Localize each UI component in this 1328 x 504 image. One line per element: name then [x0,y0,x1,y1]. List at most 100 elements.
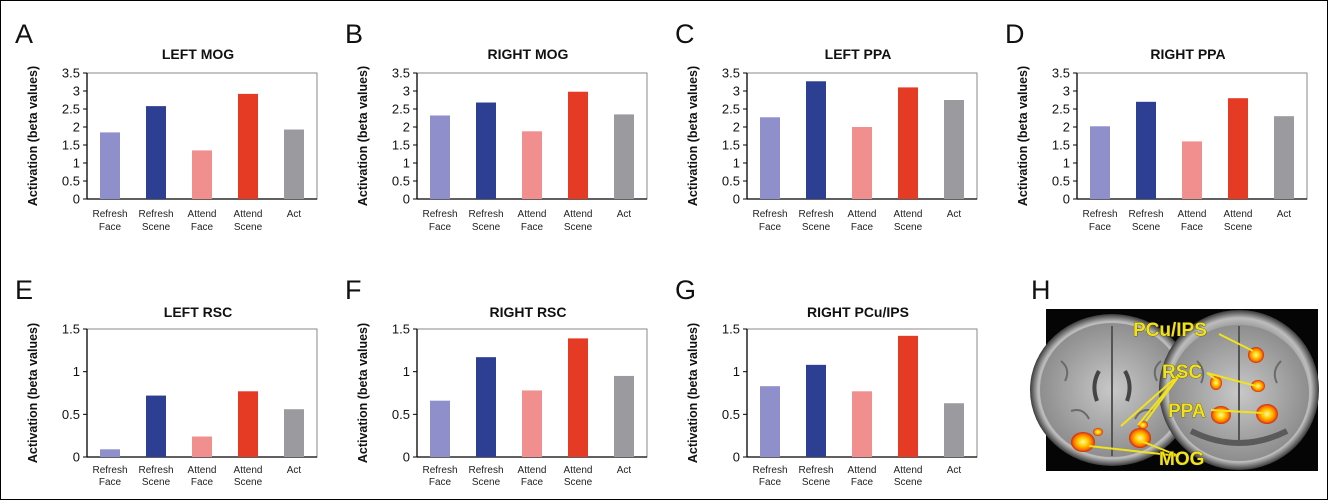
x-tick-label: Refresh [752,209,787,220]
x-tick-label: Act [617,465,632,476]
x-tick-label: Face [1181,222,1204,233]
bar-refresh-scene [146,106,166,199]
y-tick-label: 0.5 [62,174,80,189]
chart-title: LEFT PPA [825,46,892,62]
y-tick-label: 1.5 [62,322,80,337]
bar-act [944,100,964,199]
y-tick-label: 0 [73,450,80,465]
x-tick-label: Refresh [1128,209,1163,220]
x-tick-label: Act [1277,209,1292,220]
bar-refresh-face [1090,126,1110,199]
y-tick-label: 3.5 [62,66,80,81]
x-tick-label: Act [947,209,962,220]
x-tick-label: Attend [848,465,877,476]
y-tick-label: 1 [733,364,740,379]
x-tick-label: Face [99,477,122,488]
panel-letter-a: A [15,19,33,49]
x-tick-label: Scene [564,477,593,488]
y-tick-label: 3.5 [392,66,410,81]
x-tick-label: Refresh [92,209,127,220]
label-mog: MOG [1159,449,1204,470]
y-tick-label: 1.5 [392,322,410,337]
x-tick-label: Refresh [468,209,503,220]
y-axis-label: Activation (beta values) [356,66,370,206]
bar-attend-scene [568,91,588,199]
x-tick-label: Face [99,222,122,233]
bar-refresh-face [100,449,120,457]
y-axis-label: Activation (beta values) [686,66,700,206]
panel-letter-f: F [345,275,362,305]
bar-attend-face [192,436,212,457]
y-tick-label: 0.5 [1052,174,1070,189]
bar-refresh-scene [806,81,826,199]
y-tick-label: 0.5 [722,174,740,189]
bar-act [614,114,634,199]
x-tick-label: Attend [518,465,547,476]
y-tick-label: 0 [1063,192,1070,207]
x-tick-label: Refresh [798,465,833,476]
x-tick-label: Refresh [1082,209,1117,220]
bar-attend-face [192,150,212,199]
y-axis-label: Activation (beta values) [686,323,700,463]
x-tick-label: Attend [564,465,593,476]
x-tick-label: Refresh [422,209,457,220]
y-tick-label: 3 [403,84,410,99]
bar-attend-face [522,131,542,199]
x-tick-label: Attend [234,209,263,220]
coronal-slice-image [1159,310,1319,470]
bar-attend-face [522,390,542,457]
chart-title: LEFT RSC [164,304,232,320]
bar-refresh-face [760,386,780,457]
bar-attend-scene [898,335,918,457]
y-tick-label: 0 [403,450,410,465]
y-tick-label: 0.5 [722,407,740,422]
y-tick-label: 1 [1063,156,1070,171]
x-tick-label: Attend [234,465,263,476]
bar-attend-scene [238,93,258,199]
x-tick-label: Scene [234,222,263,233]
chart-panel-g: G RIGHT PCu/IPS Activation (beta values) 0 0… [675,275,978,488]
chart-title: RIGHT MOG [488,46,569,62]
y-tick-label: 0 [403,192,410,207]
y-tick-label: 1.5 [392,138,410,153]
bar-attend-scene [898,87,918,199]
y-tick-label: 0.5 [62,407,80,422]
label-ppa: PPA [1168,401,1206,422]
y-tick-label: 0 [73,192,80,207]
x-tick-label: Scene [894,477,923,488]
x-tick-label: Scene [472,477,501,488]
panel-letter-h: H [1031,275,1051,305]
x-tick-label: Attend [1224,209,1253,220]
chart-panel-b: B RIGHT MOG Activation (beta values) 0 0.5 1 1… [345,19,648,233]
bar-act [284,129,304,199]
y-tick-label: 1.5 [722,138,740,153]
bar-attend-scene [568,338,588,457]
y-tick-label: 0 [733,450,740,465]
bar-attend-scene [238,391,258,457]
y-axis-label: Activation (beta values) [1016,66,1030,206]
label-rsc: RSC [1162,362,1202,383]
y-tick-label: 0 [733,192,740,207]
y-tick-label: 1 [73,364,80,379]
x-tick-label: Face [429,222,452,233]
bar-refresh-face [100,132,120,199]
bar-act [284,409,304,457]
x-tick-label: Attend [894,465,923,476]
x-tick-label: Refresh [752,465,787,476]
x-tick-label: Face [759,477,782,488]
y-tick-label: 2 [73,120,80,135]
y-tick-label: 2 [403,120,410,135]
bar-attend-face [1182,141,1202,199]
y-tick-label: 1.5 [722,322,740,337]
x-tick-label: Face [1089,222,1112,233]
x-tick-label: Face [191,222,214,233]
x-tick-label: Face [521,222,544,233]
panel-letter-d: D [1005,19,1025,49]
x-tick-label: Refresh [138,465,173,476]
x-tick-label: Act [617,209,632,220]
x-tick-label: Face [759,222,782,233]
chart-title: RIGHT PPA [1150,46,1225,62]
x-tick-label: Act [947,465,962,476]
x-tick-label: Refresh [138,209,173,220]
chart-panel-d: D RIGHT PPA Activation (beta values) 0 0.5 1 1… [1005,19,1308,233]
